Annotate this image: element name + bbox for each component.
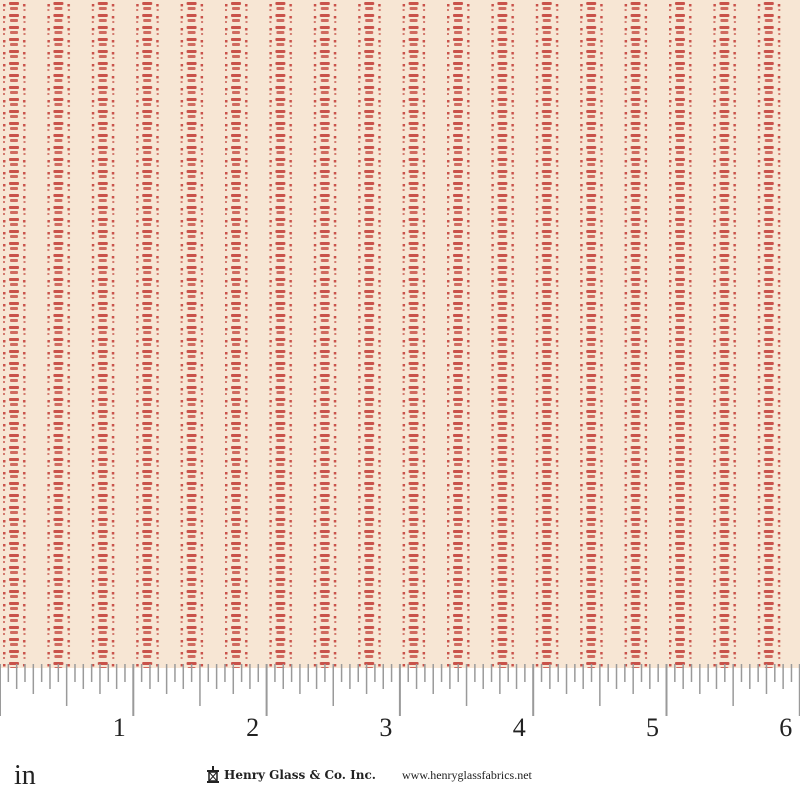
website-url: www.henryglassfabrics.net	[402, 768, 532, 782]
ruler	[0, 664, 800, 716]
ruler-number: 3	[379, 713, 393, 742]
company-logo: Henry Glass & Co. Inc.	[206, 766, 376, 784]
ruler-number: 5	[646, 713, 659, 742]
ruler-unit-label: in	[14, 760, 36, 791]
ruler-number: 6	[779, 713, 793, 742]
ruler-number: 1	[112, 713, 126, 742]
ruler-number: 2	[246, 713, 260, 742]
fabric-print	[0, 0, 800, 668]
spool-icon	[207, 766, 219, 783]
fabric-swatch	[0, 0, 800, 668]
company-name: Henry Glass & Co. Inc.	[224, 768, 376, 782]
ruler-number: 4	[512, 713, 526, 742]
